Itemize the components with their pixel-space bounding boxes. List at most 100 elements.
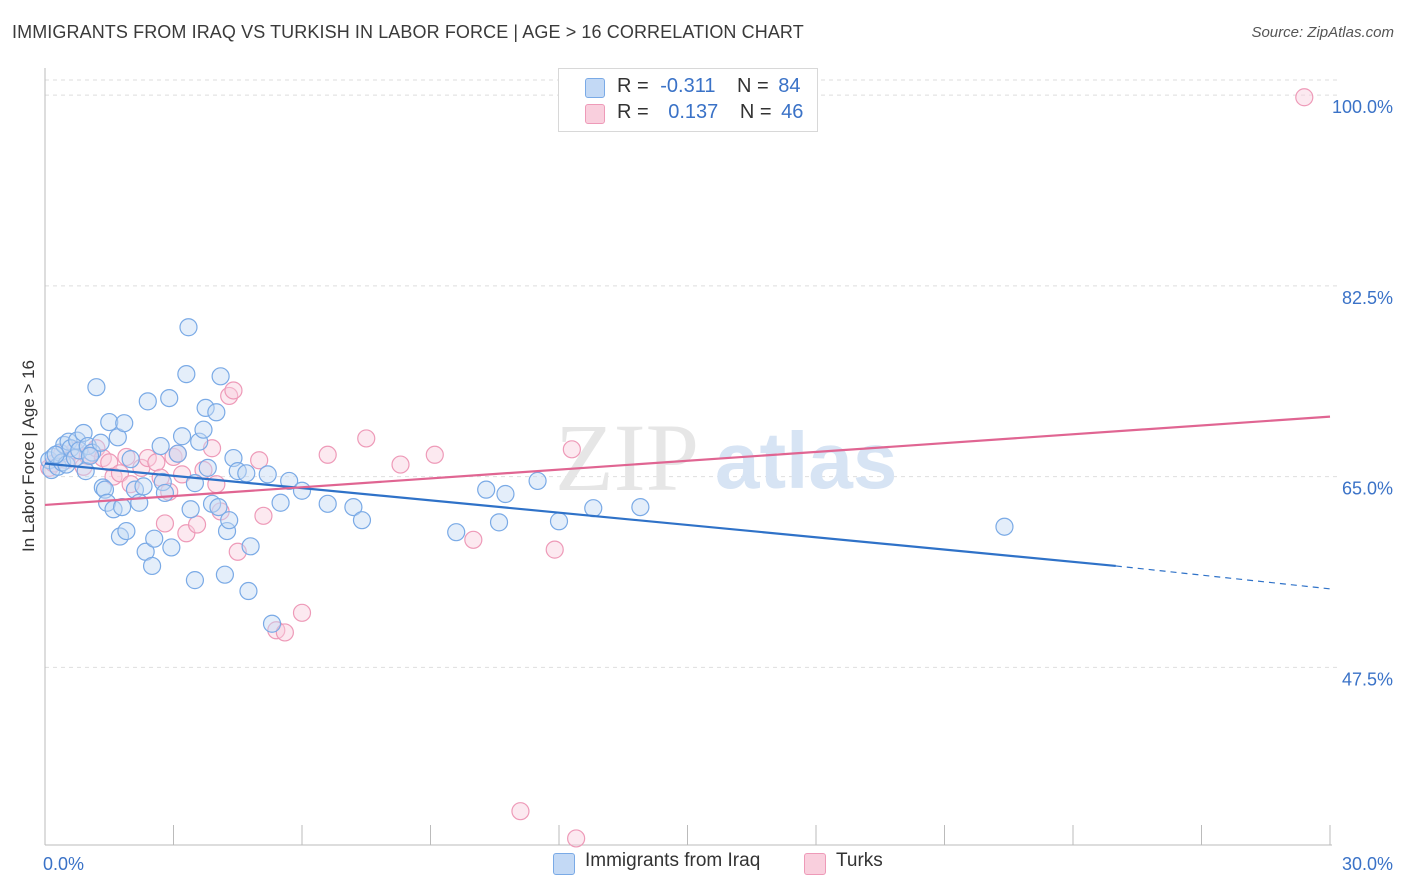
iraq-point: [584, 499, 603, 518]
iraq-point: [995, 517, 1014, 536]
iraq-point: [194, 420, 213, 439]
iraq-point: [117, 521, 136, 541]
turks-point: [567, 829, 586, 848]
iraq-point: [179, 318, 198, 337]
iraq-point: [91, 433, 110, 452]
legend-n-value: 46: [781, 101, 804, 123]
iraq-point: [258, 465, 277, 484]
iraq-point: [196, 398, 215, 418]
iraq-point: [130, 493, 149, 512]
turks-point: [100, 453, 119, 472]
x-tick-label: 30.0%: [1342, 854, 1393, 874]
iraq-point: [271, 493, 290, 512]
turks-point: [425, 445, 444, 464]
iraq-point: [112, 497, 132, 517]
iraq-trend-line: [44, 462, 1116, 568]
iraq-point: [177, 365, 196, 384]
turks-point: [254, 506, 273, 525]
legend-swatch-iraq: [585, 78, 605, 98]
bottom-legend-swatch-turks: [804, 853, 826, 875]
chart-title: IMMIGRANTS FROM IRAQ VS TURKISH IN LABOR…: [12, 22, 804, 42]
y-tick-label: 82.5%: [1342, 288, 1393, 308]
iraq-point: [155, 483, 175, 503]
trend-lines: [44, 415, 1331, 590]
turks-point: [357, 429, 376, 448]
iraq-point: [215, 565, 234, 584]
iraq-point: [217, 521, 237, 541]
y-tick-label: 65.0%: [1342, 479, 1393, 499]
y-tick-label: 100.0%: [1332, 97, 1393, 117]
iraq-point: [100, 412, 119, 432]
turks-point: [562, 440, 581, 459]
turks-point: [155, 514, 175, 533]
iraq-point: [181, 500, 200, 519]
turks-point: [464, 530, 483, 549]
iraq-point: [151, 436, 170, 456]
iraq-trend-extension: [1115, 565, 1331, 590]
iraq-point: [76, 462, 95, 481]
iraq-point: [160, 388, 179, 408]
iraq-point: [142, 556, 162, 576]
iraq-point: [262, 614, 282, 633]
iraq-point: [631, 497, 650, 517]
turks-point: [110, 464, 130, 483]
turks-point: [545, 540, 564, 559]
turks-point: [250, 451, 269, 470]
turks-point: [275, 623, 294, 642]
iraq-point: [292, 481, 312, 500]
iraq-point: [198, 458, 217, 477]
iraq-point: [153, 472, 172, 492]
x-tick-labels: 0.0% 30.0%: [43, 854, 1393, 874]
turks-point: [391, 455, 410, 474]
iraq-point: [318, 494, 337, 513]
legend-box: R = -0.311 N = 84 R = 0.137 N = 46: [558, 68, 818, 132]
bottom-legend-label-iraq: Immigrants from Iraq: [585, 850, 761, 871]
iraq-point: [115, 414, 134, 433]
iraq-point: [447, 523, 466, 542]
iraq-point: [172, 427, 192, 446]
iraq-point: [98, 493, 117, 512]
source-credit: Source: ZipAtlas.com: [1251, 24, 1394, 41]
iraq-points: [40, 318, 1014, 633]
turks-point: [172, 465, 192, 484]
legend-n-value: 84: [778, 75, 801, 97]
iraq-point: [145, 529, 164, 548]
watermark-zip: ZIP: [555, 404, 699, 511]
iraq-point: [237, 464, 256, 483]
grid-lines: [45, 79, 1338, 668]
iraq-point: [220, 511, 239, 530]
iraq-point: [46, 445, 65, 464]
iraq-point: [352, 511, 372, 530]
iraq-point: [134, 477, 153, 496]
legend-n-label: N =: [739, 101, 772, 123]
iraq-point: [207, 403, 226, 422]
legend-r-label: R =: [617, 75, 649, 97]
iraq-point: [496, 484, 515, 504]
iraq-point: [549, 512, 569, 531]
iraq-point: [209, 497, 228, 517]
iraq-point: [344, 497, 363, 517]
iraq-point: [489, 513, 509, 532]
iraq-point: [241, 537, 260, 556]
iraq-point: [80, 446, 100, 465]
legend-r-value: -0.311: [660, 75, 716, 97]
y-tick-label: 47.5%: [1342, 669, 1393, 689]
bottom-legend-swatch-iraq: [553, 853, 575, 875]
legend-n-label: N =: [737, 75, 769, 97]
legend-r-label: R =: [617, 101, 649, 123]
iraq-point: [87, 378, 106, 397]
iraq-point: [121, 450, 140, 469]
watermark: ZIP atlas: [555, 404, 897, 511]
iraq-point: [190, 432, 209, 451]
turks-point: [187, 515, 207, 534]
iraq-point: [477, 480, 496, 499]
legend-r-value: 0.137: [668, 101, 719, 123]
iraq-point: [168, 444, 187, 463]
iraq-point: [528, 471, 547, 491]
iraq-point: [185, 571, 205, 590]
turks-trend-line: [44, 415, 1331, 507]
iraq-point: [280, 471, 299, 491]
iraq-point: [162, 538, 181, 557]
iraq-point: [211, 367, 230, 386]
